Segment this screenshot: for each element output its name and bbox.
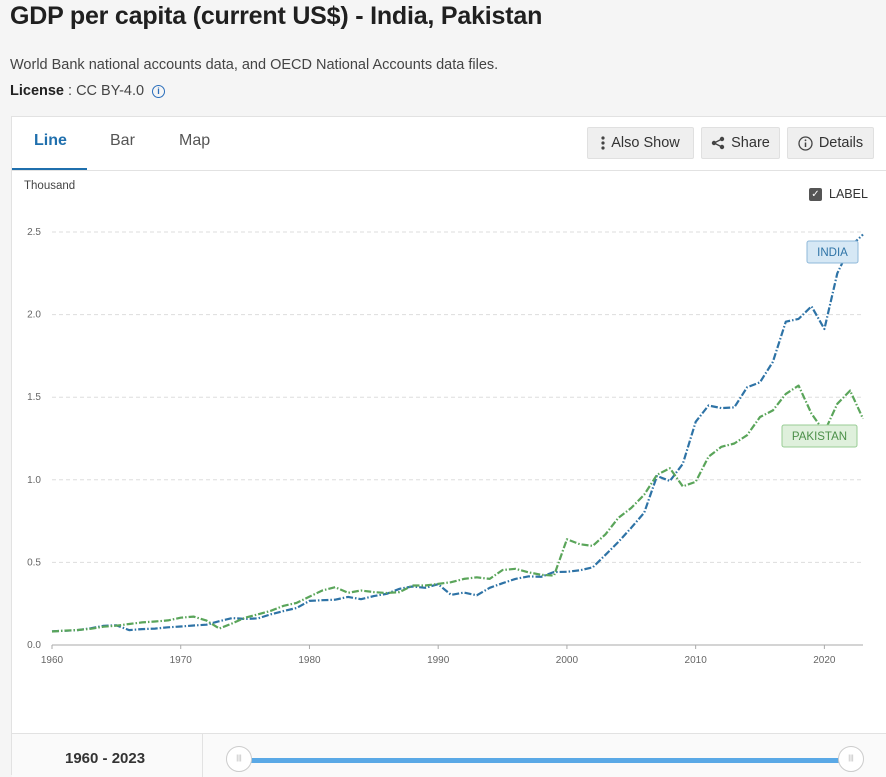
y-tick-label: 1.5 <box>27 392 41 403</box>
info-circle-icon <box>798 135 813 151</box>
year-range-slider[interactable] <box>239 758 850 763</box>
series-line-pakistan <box>51 384 864 633</box>
checkbox-checked-icon[interactable]: ✓ <box>809 187 822 201</box>
label-toggle[interactable]: ✓ LABEL <box>809 187 868 201</box>
y-tick-label: 0.5 <box>27 557 41 568</box>
share-icon <box>711 136 725 150</box>
active-tab-indicator <box>12 168 87 170</box>
series-label-pakistan: PAKISTAN <box>792 431 847 443</box>
license-label: License <box>10 83 64 99</box>
details-button[interactable]: Details <box>787 127 874 159</box>
series-label-india: INDIA <box>817 247 848 259</box>
series-label-box-pakistan <box>781 424 858 448</box>
series-line-india <box>51 233 864 633</box>
page-title: GDP per capita (current US$) - India, Pa… <box>10 2 543 30</box>
x-tick-label: 1960 <box>41 655 64 666</box>
series-label-box-india <box>806 240 859 264</box>
also-show-button[interactable]: Also Show <box>587 127 694 159</box>
x-tick-label: 1980 <box>298 655 321 666</box>
slider-start-handle[interactable]: ||| <box>226 746 252 772</box>
slider-end-handle[interactable]: ||| <box>838 746 864 772</box>
x-tick-label: 1970 <box>170 655 193 666</box>
tab-map[interactable]: Map <box>179 132 211 149</box>
x-tick-label: 2020 <box>813 655 836 666</box>
also-show-label: Also Show <box>611 135 680 151</box>
x-tick-label: 2000 <box>556 655 579 666</box>
license-value: : CC BY-4.0 <box>64 83 145 99</box>
chart-panel: Line Bar Map Also Show Share Details Tho… <box>11 116 886 777</box>
y-tick-label: 0.0 <box>27 640 41 651</box>
info-icon[interactable]: i <box>152 85 166 98</box>
tab-bar: Line Bar Map Also Show Share Details <box>12 117 886 171</box>
details-label: Details <box>818 135 864 151</box>
y-tick-label: 2.5 <box>27 227 41 238</box>
x-tick-label: 2010 <box>685 655 708 666</box>
footer-divider <box>202 734 203 777</box>
label-toggle-text: LABEL <box>829 187 868 201</box>
x-tick-label: 1990 <box>427 655 450 666</box>
y-tick-label: 2.0 <box>27 310 41 321</box>
license-line: License : CC BY-4.0 i <box>10 83 166 99</box>
source-note: World Bank national accounts data, and O… <box>10 57 499 73</box>
line-chart: 0.0 0.5 1.0 1.5 2.0 2.5 1960 1970 1980 1990 2000 20… <box>27 227 864 666</box>
share-button[interactable]: Share <box>701 127 780 159</box>
tab-line[interactable]: Line <box>34 132 67 149</box>
y-tick-label: 1.0 <box>27 475 41 486</box>
tab-bar-chart[interactable]: Bar <box>110 132 135 149</box>
range-footer: 1960 - 2023 ||| ||| <box>12 733 886 777</box>
more-vertical-icon <box>601 136 605 150</box>
year-range-text: 1960 - 2023 <box>65 750 146 767</box>
share-label: Share <box>731 135 770 151</box>
y-unit-label: Thousand <box>24 180 76 192</box>
